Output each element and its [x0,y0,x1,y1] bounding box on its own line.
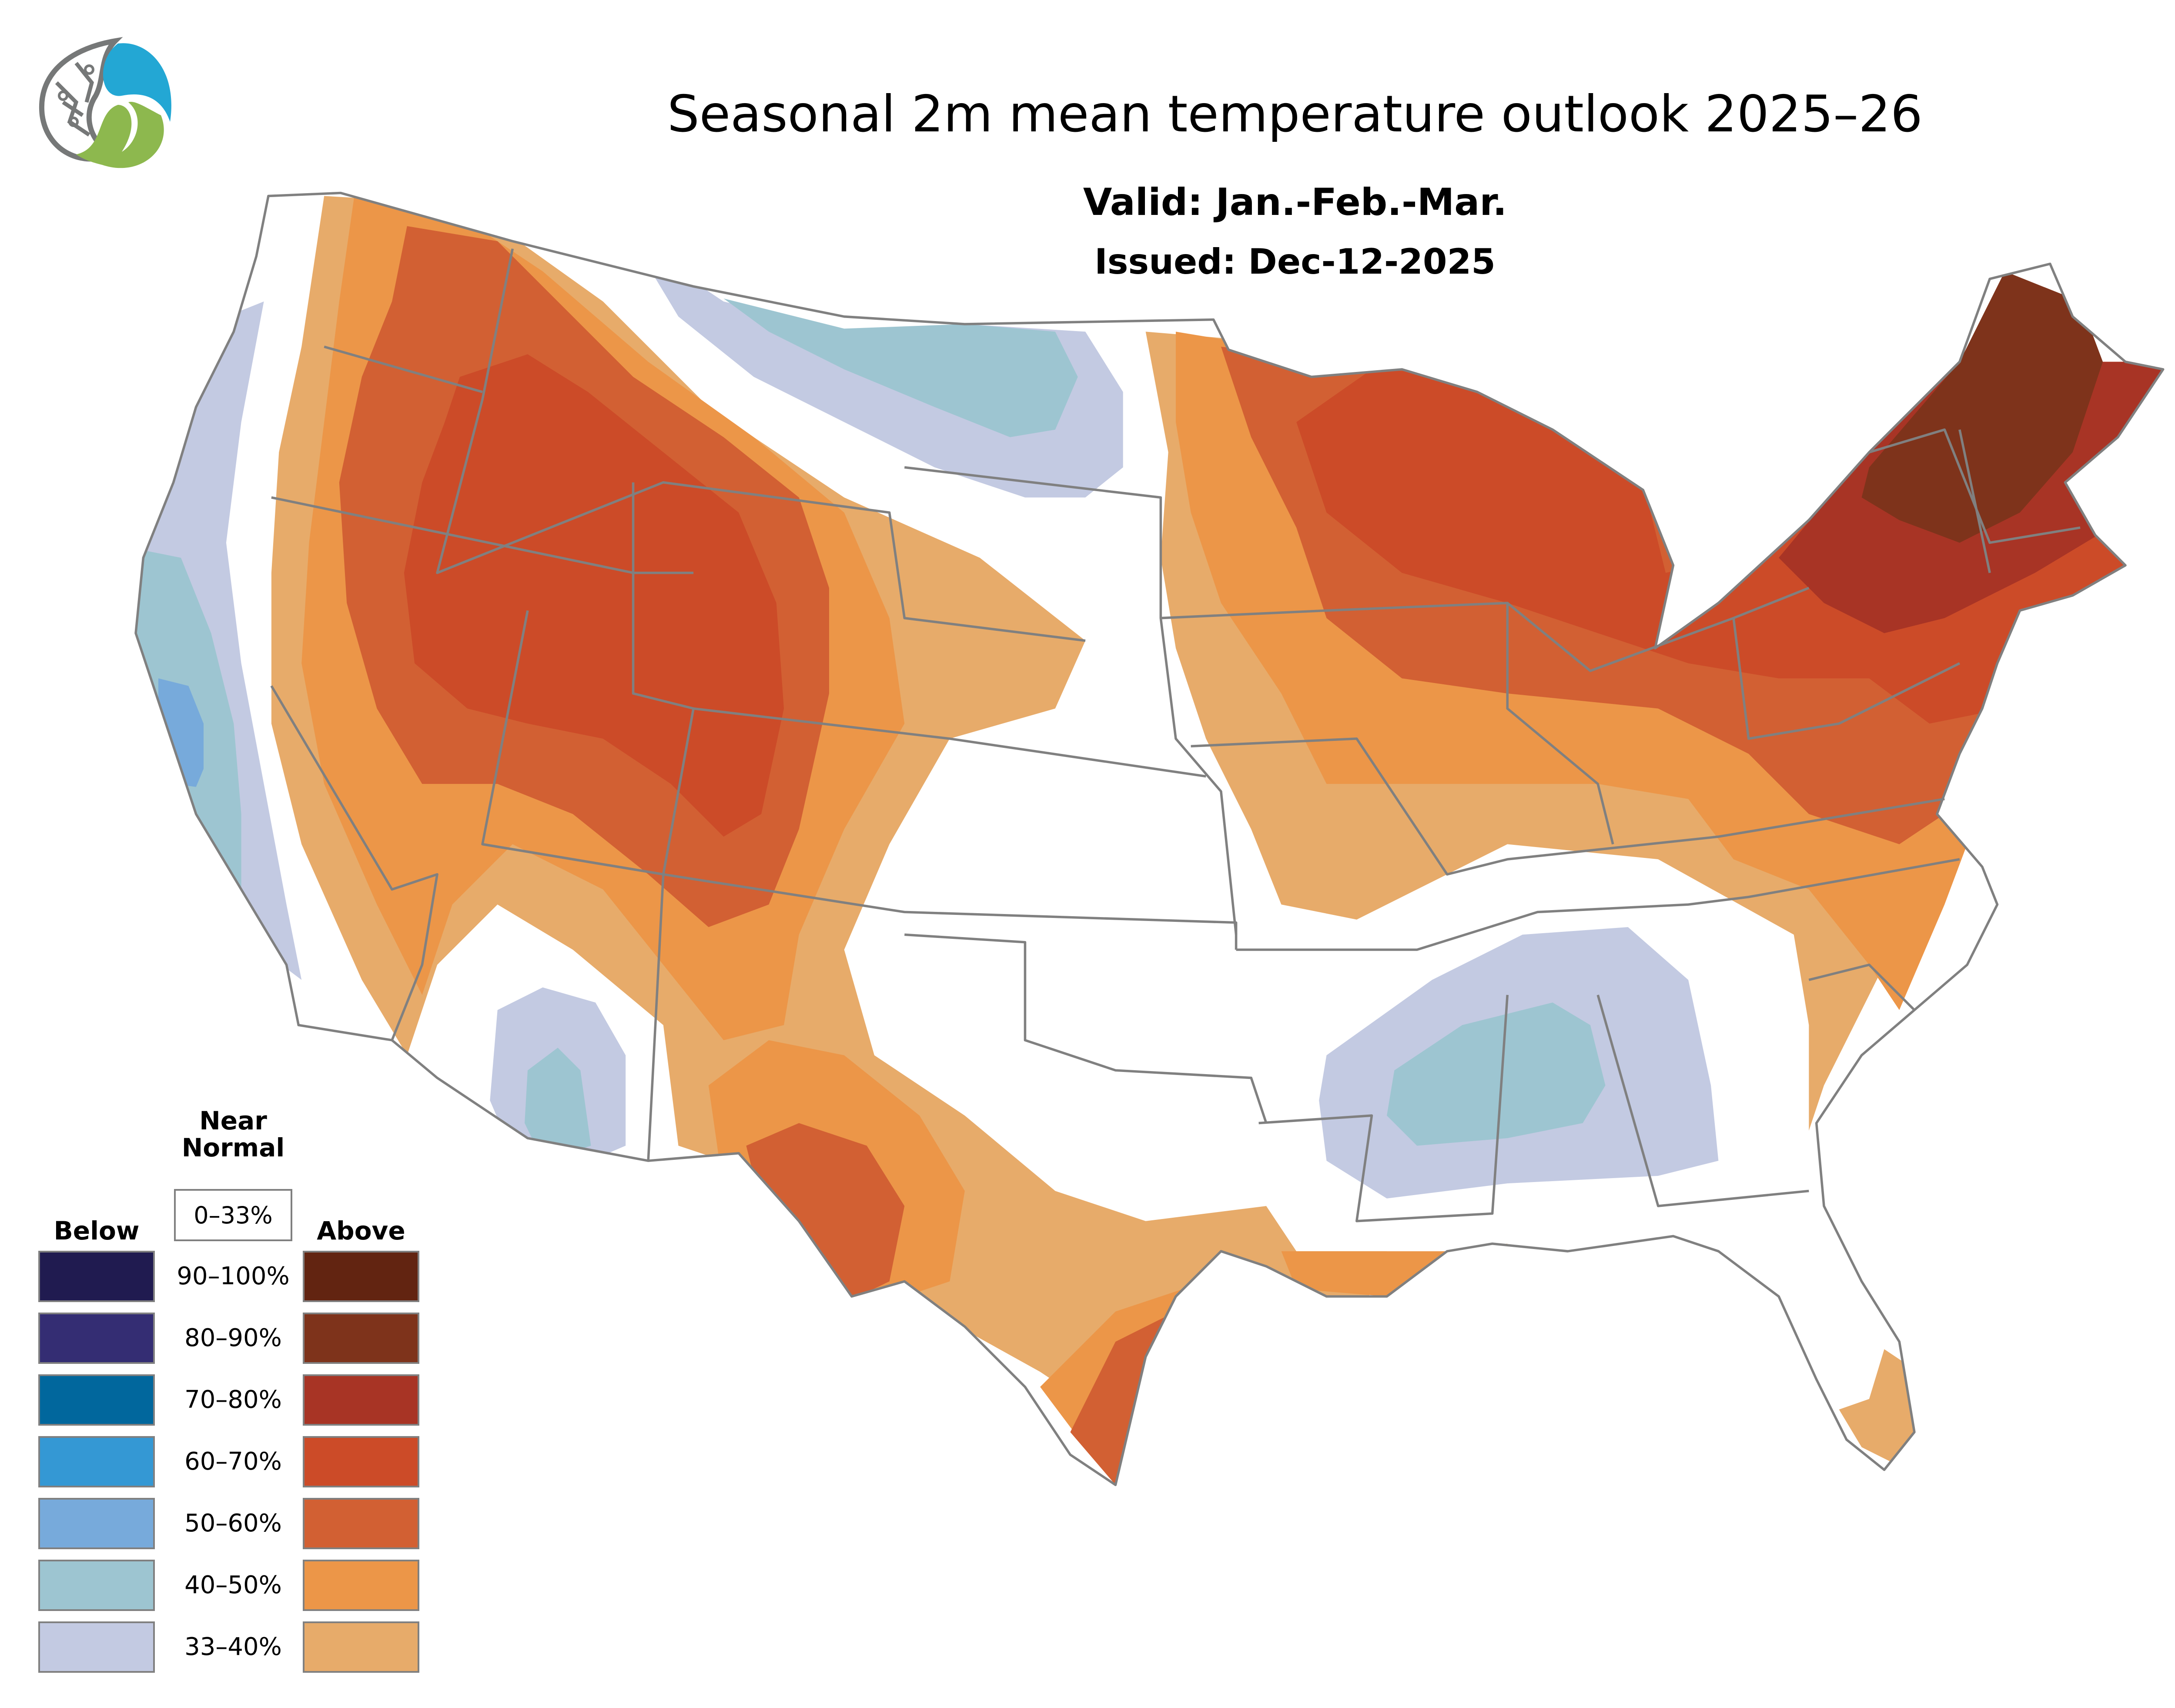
valid-period: Valid: Jan.-Feb.-Mar. [1083,181,1507,224]
legend-range-label: 80–90% [184,1324,282,1352]
legend-swatch-above [303,1374,419,1426]
region-above-60-70-west [404,354,784,837]
legend-swatch-below [38,1560,155,1611]
legend-range-label: 40–50% [184,1571,282,1599]
region-below-40-50-deep-south [1387,1002,1606,1146]
legend-swatch-above [303,1313,419,1364]
legend-range-label: 60–70% [184,1447,282,1476]
region-above-33-40-florida [1839,1349,1914,1463]
border-ut-co-wy [481,482,695,876]
border-co-ks [693,707,1206,778]
issued-date: Issued: Dec-12-2025 [1094,241,1496,282]
legend-swatch-below [38,1251,155,1302]
legend-swatch-above [303,1436,419,1487]
border-new-england [1869,428,2081,573]
legend-near-normal-line2: Normal [181,1133,285,1162]
legend-swatch-above [303,1251,419,1302]
legend-above-heading: Above [317,1216,405,1246]
legend: Near Normal 0–33% Below Above 90–100% 80–… [38,1107,430,1686]
border-dakotas-ne-ks [904,466,1238,935]
legend-near-normal-box: 0–33% [174,1189,292,1241]
legend-swatch-above [303,1621,419,1673]
border-ok-tx [904,933,1268,1124]
border-wa-or [324,345,483,393]
organization-logo-icon [39,37,171,168]
legend-range-label: 33–40% [184,1633,282,1661]
legend-range-label: 50–60% [184,1509,282,1537]
border-ga-sc [1808,963,1915,1011]
region-below-40-50-north-plains [723,298,1078,437]
chart-title: Seasonal 2m mean temperature outlook 202… [667,85,1923,144]
legend-range-label: 70–80% [184,1386,282,1414]
region-above-80-90-east [1861,271,2103,543]
legend-near-normal-line1: Near [199,1106,267,1135]
legend-swatch-below [38,1313,155,1364]
border-il-in [1506,603,1614,845]
legend-near-normal-range: 0–33% [194,1201,273,1229]
legend-swatch-above [303,1560,419,1611]
legend-swatch-below [38,1374,155,1426]
legend-below-heading: Below [54,1216,140,1246]
border-northern-states [436,248,1086,642]
legend-swatch-below [38,1498,155,1549]
border-ca-nv [270,685,438,1041]
logo-leaf [76,101,164,168]
border-midwest [1161,586,1810,672]
border-ar-tn-nc [1236,858,1960,951]
region-above-50-60-texas [746,1123,1485,1485]
legend-swatch-below [38,1621,155,1673]
region-below-40-50-arizona [525,1048,591,1161]
border-oh-pa [1732,618,1961,740]
legend-range-label: 90–100% [177,1262,290,1290]
border-az-nm [647,874,665,1161]
legend-swatch-above [303,1498,419,1549]
legend-swatch-below [38,1436,155,1487]
region-above-40-50-texas [708,1040,1508,1447]
border-mo-ky-va [1191,737,1945,876]
logo-water [103,43,171,122]
state-borders [136,193,2163,1485]
legend-near-normal-heading: Near Normal [174,1107,292,1161]
border-ms-al-ga [1258,995,1809,1222]
